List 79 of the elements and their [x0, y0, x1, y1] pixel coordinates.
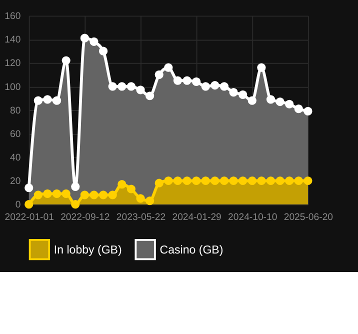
point: [118, 82, 126, 91]
point: [24, 184, 34, 192]
point: [210, 176, 220, 186]
point: [173, 76, 182, 85]
point: [238, 176, 248, 186]
y-tick-label: 120: [4, 58, 21, 70]
point: [257, 63, 266, 72]
point: [62, 189, 70, 198]
point: [136, 194, 145, 203]
point: [136, 86, 145, 94]
point: [182, 76, 192, 85]
y-tick-label: 80: [10, 105, 21, 116]
point: [182, 176, 192, 186]
point: [164, 176, 173, 186]
point: [294, 176, 303, 186]
x-tick-label: 2022-09-12: [60, 212, 110, 224]
point: [98, 46, 108, 56]
x-tick-label: 2023-05-22: [116, 212, 166, 224]
point: [71, 200, 80, 209]
point: [43, 189, 52, 198]
point: [276, 97, 284, 106]
point: [24, 200, 34, 209]
y-tick-label: 20: [10, 176, 21, 188]
point: [220, 82, 229, 91]
point: [164, 63, 173, 72]
point: [80, 190, 89, 200]
point: [229, 176, 238, 186]
point: [285, 100, 294, 108]
y-tick-label: 100: [4, 82, 21, 93]
point: [276, 176, 284, 186]
point: [248, 176, 256, 186]
legend-label: In lobby (GB): [54, 244, 122, 256]
point: [192, 77, 201, 86]
point: [154, 178, 164, 188]
x-tick-label: 2022-01-01: [4, 212, 54, 224]
point: [210, 80, 220, 90]
y-tick-label: 160: [4, 11, 21, 22]
point: [90, 190, 98, 200]
legend-label: Casino (GB): [160, 244, 224, 256]
point: [304, 106, 312, 116]
point: [34, 96, 42, 105]
y-tick-label: 140: [4, 34, 21, 46]
point: [34, 190, 42, 200]
point: [126, 184, 136, 194]
point: [294, 104, 303, 114]
point: [71, 182, 80, 191]
point: [80, 34, 89, 42]
point: [266, 95, 276, 104]
point: [108, 82, 117, 91]
point: [43, 95, 52, 104]
point: [304, 176, 312, 186]
point: [126, 82, 136, 91]
point: [285, 176, 294, 186]
point: [266, 176, 276, 186]
y-tick-label: 60: [10, 128, 21, 140]
point: [52, 189, 62, 198]
point: [238, 90, 248, 99]
point: [98, 190, 108, 200]
x-tick-label: 2024-10-10: [228, 212, 278, 224]
point: [118, 180, 126, 189]
point: [201, 82, 210, 91]
point: [173, 176, 182, 186]
point: [192, 176, 201, 186]
point: [248, 96, 256, 105]
x-tick-label: 2024-01-29: [172, 212, 222, 224]
y-tick-label: 40: [10, 152, 21, 164]
point: [146, 92, 154, 100]
y-tick-label: 0: [15, 200, 21, 211]
point: [108, 190, 117, 200]
point: [220, 176, 229, 186]
point: [146, 196, 154, 206]
point: [257, 176, 266, 186]
point: [229, 88, 238, 97]
point: [154, 70, 164, 79]
point: [90, 37, 98, 46]
point: [52, 96, 62, 105]
x-tick-label: 2025-06-20: [284, 212, 334, 224]
point: [201, 176, 210, 186]
point: [62, 56, 70, 65]
